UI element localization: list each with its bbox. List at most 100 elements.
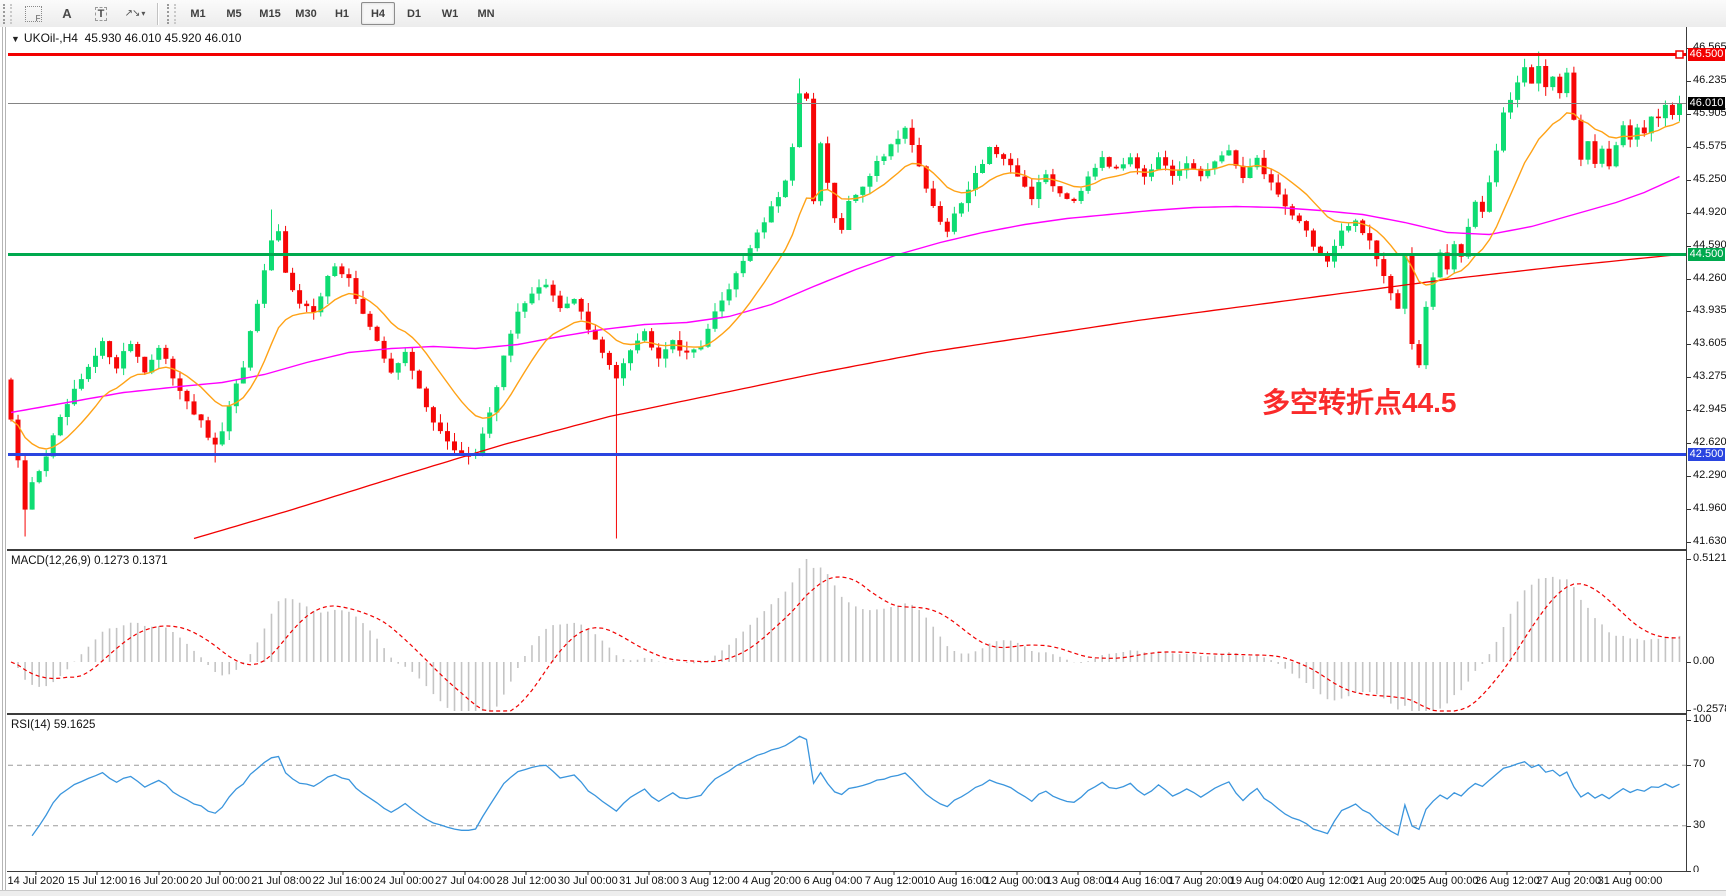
axis-tick [1687,410,1691,411]
time-axis-label: 16 Jul 20:00 [128,875,189,887]
macd-axis-label: 0.00 [1693,655,1715,667]
axis-tick [1687,81,1691,82]
drawing-tools-group: F A T ↗↘ ▾ [16,2,152,25]
rsi-axis-label: 100 [1693,713,1712,725]
time-axis-tick [403,872,405,875]
toolbar-drag-handle-2[interactable] [167,3,176,24]
toolbar: F A T ↗↘ ▾ M1 M5 M15 M30 H1 H4 D1 W1 MN [0,0,1726,28]
macd-indicator-canvas[interactable] [7,551,1686,713]
timeframe-w1[interactable]: W1 [441,7,459,20]
time-axis-label: 4 Aug 20:00 [742,875,802,887]
chart-info-text: UKOil-,H4 45.930 46.010 45.920 46.010 [23,31,242,45]
ma-slow-line [193,253,1680,540]
chart-annotation: 多空转折点44.5 [1262,387,1457,418]
price-badge-46.010: 46.010 [1688,97,1725,110]
panel-divider-2[interactable] [7,713,1726,715]
price-axis-label: 41.960 [1693,501,1726,514]
text-label-icon: A [62,6,72,21]
time-axis-tick [1506,872,1508,875]
time-axis-label: 14 Jul 2020 [7,875,65,887]
time-axis-label: 27 Aug 20:00 [1536,875,1602,887]
rsi-line [31,735,1680,837]
arrows-icon: ↗↘ [124,8,141,19]
timeframe-group: M1 M5 M15 M30 H1 H4 D1 W1 MN [180,2,504,25]
price-axis[interactable]: 46.565 46.235 45.905 45.575 45.250 44.920 44.5… [1686,27,1726,876]
candles-layer [8,51,1682,539]
price-badge-44.500: 44.500 [1688,248,1725,261]
tool-text-box-icon[interactable]: T [85,2,117,25]
time-axis-tick [1322,872,1324,875]
time-axis-tick [955,872,957,875]
price-chart-canvas[interactable] [7,27,1686,550]
time-axis-tick [1016,872,1018,875]
time-axis-tick [342,872,344,875]
time-axis-tick [1139,872,1141,875]
toolbar-drag-handle[interactable] [3,3,12,24]
macd-axis-label: 0.5121 [1693,552,1726,564]
price-axis-label: 44.920 [1693,205,1726,218]
time-axis-tick [464,872,466,875]
window-bottom-strip [0,890,1726,896]
symbol-dropdown-icon[interactable]: ▼ [11,34,20,44]
macd-label: MACD(12,26,9) 0.1273 0.1371 [11,555,168,567]
price-axis-label: 45.905 [1693,107,1726,119]
anchor-grid-icon: F [24,5,42,23]
timeframe-m1[interactable]: M1 [190,7,206,20]
tool-anchor-grid-icon[interactable]: F [17,2,49,25]
timeframe-mn[interactable]: MN [477,7,495,20]
price-axis-label: 45.250 [1693,172,1726,185]
time-axis-border [7,871,1726,872]
time-axis-tick [1629,872,1631,875]
time-axis-tick [158,872,160,875]
axis-tick [1687,559,1691,560]
time-axis-tick [587,872,589,875]
axis-tick [1687,825,1691,827]
axis-tick [1687,710,1691,711]
price-axis-label: 41.630 [1693,534,1726,547]
rsi-indicator-canvas[interactable] [7,715,1686,872]
time-axis-label: 28 Jul 12:00 [496,875,557,887]
axis-tick [1687,212,1691,214]
time-axis-tick [1077,872,1079,875]
time-axis-label: 27 Jul 04:00 [435,875,496,887]
time-axis-tick [1568,872,1570,875]
axis-tick [1687,720,1691,721]
axis-tick [1687,179,1691,181]
price-axis-label: 46.235 [1693,74,1726,86]
time-axis-label: 12 Aug 00:00 [984,875,1050,887]
time-axis-tick [832,872,834,875]
hline-endpoint-marker[interactable] [1675,50,1684,59]
time-axis[interactable]: 14 Jul 2020 15 Jul 12:00 16 Jul 20:00 20 Ju… [7,872,1726,890]
rsi-axis-label: 30 [1693,818,1706,831]
tool-arrows-icon[interactable]: ↗↘ ▾ [119,2,151,25]
time-axis-label: 31 Jul 08:00 [619,875,680,887]
time-axis-tick [771,872,773,875]
timeframe-m5[interactable]: M5 [226,7,242,20]
time-axis-label: 7 Aug 12:00 [864,875,924,887]
price-axis-label: 42.290 [1693,468,1726,481]
time-axis-label: 6 Aug 04:00 [803,875,863,887]
axis-tick [1687,508,1691,510]
time-axis-tick [1200,872,1202,875]
timeframe-d1[interactable]: D1 [406,7,422,20]
time-axis-label: 19 Aug 04:00 [1229,875,1295,887]
timeframe-h4[interactable]: H4 [361,2,395,25]
tool-text-label-icon[interactable]: A [51,2,83,25]
price-axis-label: 42.620 [1693,435,1726,448]
panel-divider[interactable] [7,549,1726,551]
axis-tick [1687,442,1691,444]
price-badge-42.500: 42.500 [1688,448,1725,461]
price-axis-label: 43.275 [1693,370,1726,382]
time-axis-label: 30 Jul 00:00 [557,875,618,887]
time-axis-tick [1445,872,1447,875]
time-axis-tick [280,872,282,875]
timeframe-m30[interactable]: M30 [295,7,317,20]
dropdown-caret-icon[interactable]: ▾ [141,9,146,18]
timeframe-h1[interactable]: H1 [334,7,350,20]
macd-axis-label: -0.2578 [1693,703,1726,715]
axis-tick [1687,344,1691,345]
time-axis-label: 21 Aug 20:00 [1352,875,1418,887]
timeframe-m15[interactable]: M15 [259,7,281,20]
time-axis-tick [648,872,650,875]
